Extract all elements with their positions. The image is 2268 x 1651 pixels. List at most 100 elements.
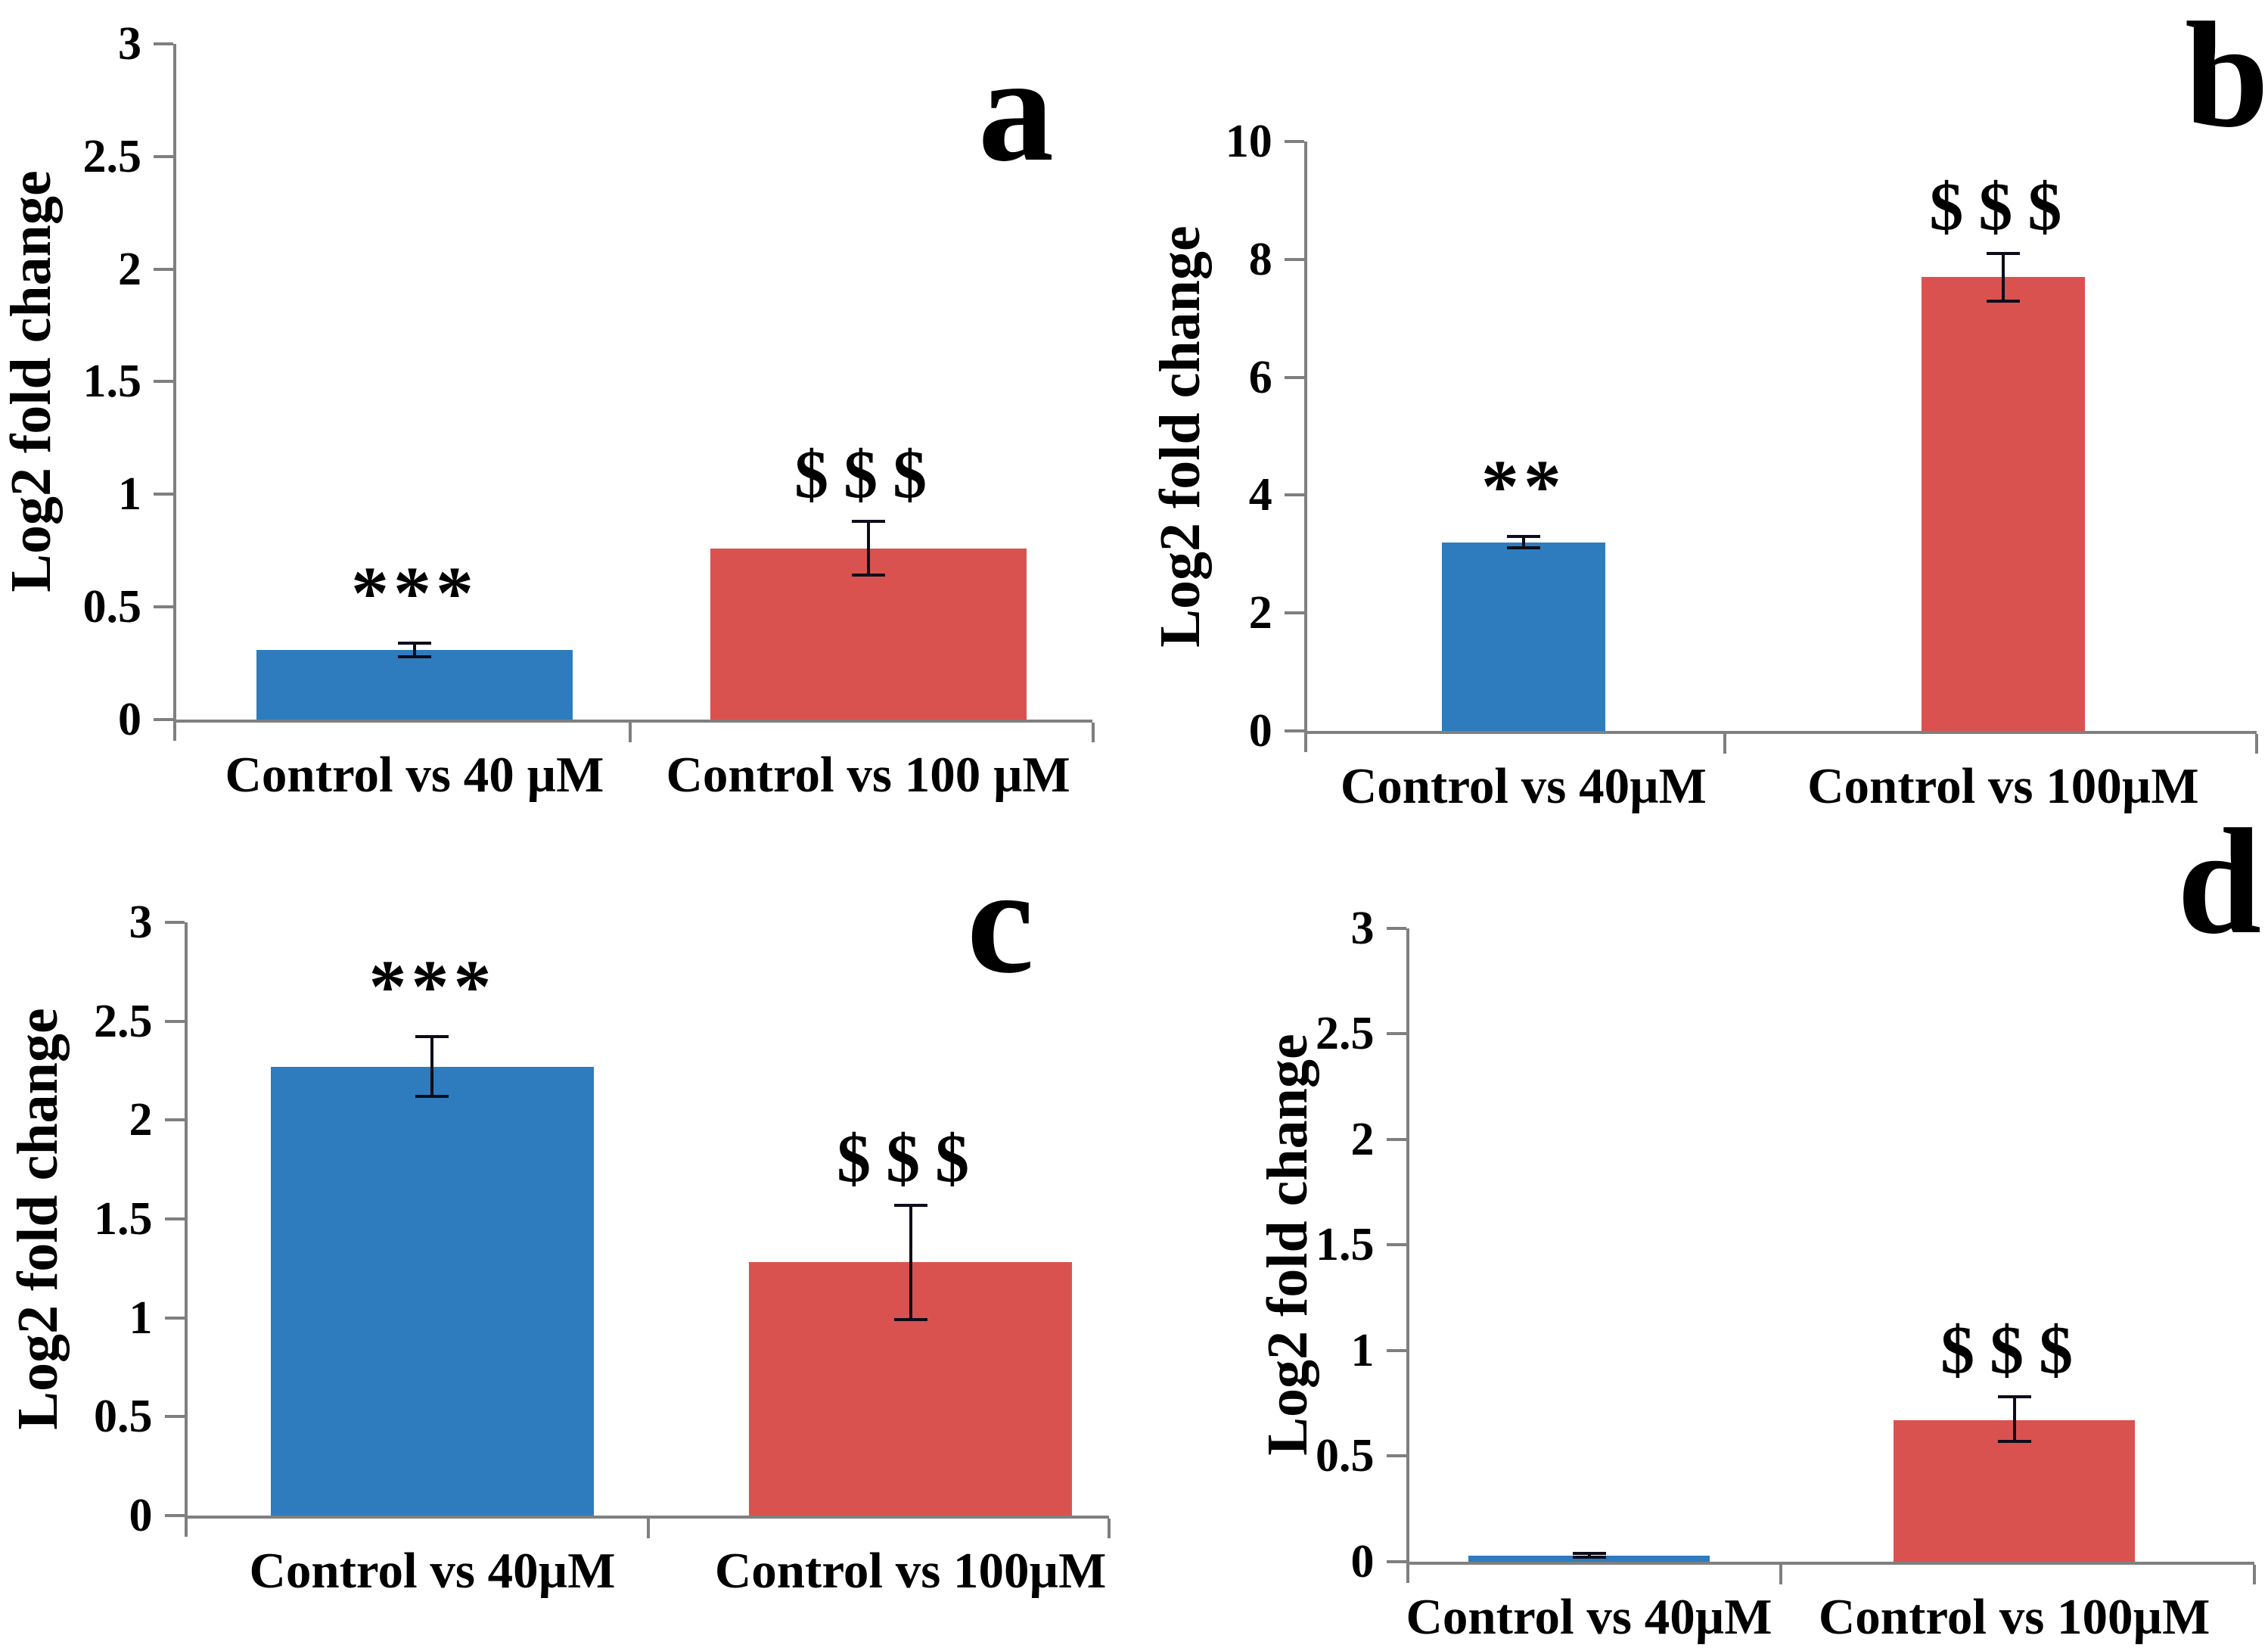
significance-label: $$$ [837, 1121, 985, 1196]
x-category-label: Control vs 40µM [249, 1542, 616, 1599]
y-tick-label: 1.5 [82, 356, 141, 408]
y-tick [153, 154, 173, 158]
y-tick-label: 2.5 [82, 130, 141, 182]
significance-label: $$$ [1940, 1313, 2089, 1388]
y-tick-label: 0.5 [94, 1391, 153, 1443]
x-tick [1091, 723, 1095, 743]
error-bar [866, 521, 870, 576]
bar-control-vs-100-m [1893, 1420, 2136, 1562]
y-tick-label: 1 [129, 1292, 153, 1344]
error-bar-cap-top [893, 1203, 927, 1207]
error-bar [909, 1205, 912, 1320]
error-bar [430, 1037, 434, 1096]
y-tick [153, 380, 173, 384]
y-tick-label: 0 [1350, 1536, 1375, 1588]
y-tick-label: 1.5 [94, 1192, 153, 1245]
x-category-label: Control vs 100µM [1807, 757, 2199, 814]
error-bar-cap-bottom [1997, 1439, 2031, 1443]
y-tick [153, 605, 173, 609]
y-tick [1284, 375, 1304, 379]
significance-label: *** [368, 944, 496, 1029]
error-bar-cap-top [851, 520, 885, 523]
y-tick-label: 2 [1248, 587, 1272, 639]
x-tick [1107, 1518, 1111, 1538]
error-bar-cap-top [397, 641, 431, 645]
y-tick-label: 6 [1248, 351, 1272, 403]
x-tick [2255, 733, 2259, 754]
y-tick [153, 267, 173, 271]
y-tick [164, 1019, 185, 1023]
y-tick [164, 1118, 185, 1122]
y-axis-title: Log2 fold change [0, 170, 63, 593]
x-category-label: Control vs 40µM [1340, 757, 1707, 814]
y-tick [153, 493, 173, 496]
y-tick [164, 1217, 185, 1220]
y-tick-label: 8 [1248, 234, 1272, 286]
y-tick-label: 0 [117, 694, 141, 746]
y-tick [1284, 611, 1304, 615]
y-axis-line [1303, 141, 1307, 752]
y-tick-label: 1 [1350, 1324, 1375, 1376]
panel-letter-c: c [967, 838, 1034, 1005]
y-tick-label: 2.5 [1316, 1008, 1375, 1060]
y-tick [1284, 258, 1304, 262]
x-category-label: Control vs 100µM [1818, 1589, 2211, 1646]
y-tick [1386, 1348, 1406, 1352]
y-tick [1386, 926, 1406, 930]
error-bar-cap-bottom [893, 1318, 927, 1322]
y-tick [164, 1513, 185, 1517]
y-tick [1284, 729, 1304, 732]
y-tick-label: 2 [117, 243, 141, 295]
x-category-label: Control vs 40 µM [225, 747, 604, 804]
y-tick-label: 3 [129, 896, 153, 948]
y-tick [153, 718, 173, 722]
y-tick [1284, 140, 1304, 144]
bar-control-vs-40-m [271, 1066, 594, 1516]
error-bar [1521, 536, 1525, 549]
panel-letter-a: a [978, 26, 1054, 193]
error-bar-cap-bottom [851, 574, 885, 577]
y-axis-line [172, 43, 176, 742]
x-category-label: Control vs 100 µM [666, 747, 1070, 804]
y-tick-label: 0.5 [1316, 1430, 1375, 1482]
panel-c: 0 0.5 1 1.5 2 2.5 3 *** Control vs 40µM $$$ Contro… [0, 825, 1135, 1651]
y-tick [1386, 1137, 1406, 1141]
bar-control-vs-100-m [1921, 277, 2085, 731]
y-axis-title: Log2 fold change [1148, 225, 1212, 648]
y-tick-label: 1 [117, 468, 141, 521]
y-axis-line [1406, 928, 1409, 1584]
x-category-label: Control vs 100µM [714, 1542, 1107, 1599]
y-tick [1284, 493, 1304, 497]
x-axis-line [1303, 730, 2257, 734]
x-axis-line [172, 720, 1093, 723]
error-bar-cap-bottom [415, 1094, 449, 1098]
error-bar-cap-top [415, 1035, 449, 1039]
panel-d: 0 0.5 1 1.5 2 2.5 3 Control vs 40µM $$$ Control v… [1135, 807, 2268, 1651]
y-tick-label: 0 [1248, 704, 1272, 757]
panel-letter-d: d [2177, 798, 2262, 965]
error-bar-cap-top [1986, 252, 2020, 256]
y-tick [1386, 1560, 1406, 1564]
panel-b: 0 2 4 6 8 10 ** Control vs 40µM $$$ Control vs 10… [1135, 0, 2268, 825]
y-tick [1386, 1032, 1406, 1036]
x-axis-line [184, 1515, 1109, 1519]
significance-label: $$$ [794, 437, 943, 513]
y-tick [164, 920, 185, 924]
y-axis-line [184, 922, 188, 1537]
error-bar-cap-top [1506, 534, 1540, 538]
y-tick [1386, 1454, 1406, 1458]
x-category-label: Control vs 40µM [1406, 1589, 1772, 1646]
significance-label: *** [350, 550, 478, 635]
y-tick-label: 1.5 [1316, 1219, 1375, 1271]
y-tick-label: 2 [129, 1094, 153, 1146]
error-bar-cap-bottom [1506, 546, 1540, 550]
y-tick-label: 4 [1248, 469, 1272, 521]
x-axis-line [1406, 1562, 2255, 1565]
error-bar [2012, 1397, 2016, 1441]
x-tick [1779, 1565, 1783, 1585]
y-tick-label: 2.5 [94, 995, 153, 1047]
y-tick-label: 10 [1225, 116, 1272, 168]
error-bar-cap-bottom [397, 654, 431, 658]
panel-letter-b: b [2185, 0, 2268, 159]
error-bar-cap-bottom [1572, 1556, 1606, 1559]
